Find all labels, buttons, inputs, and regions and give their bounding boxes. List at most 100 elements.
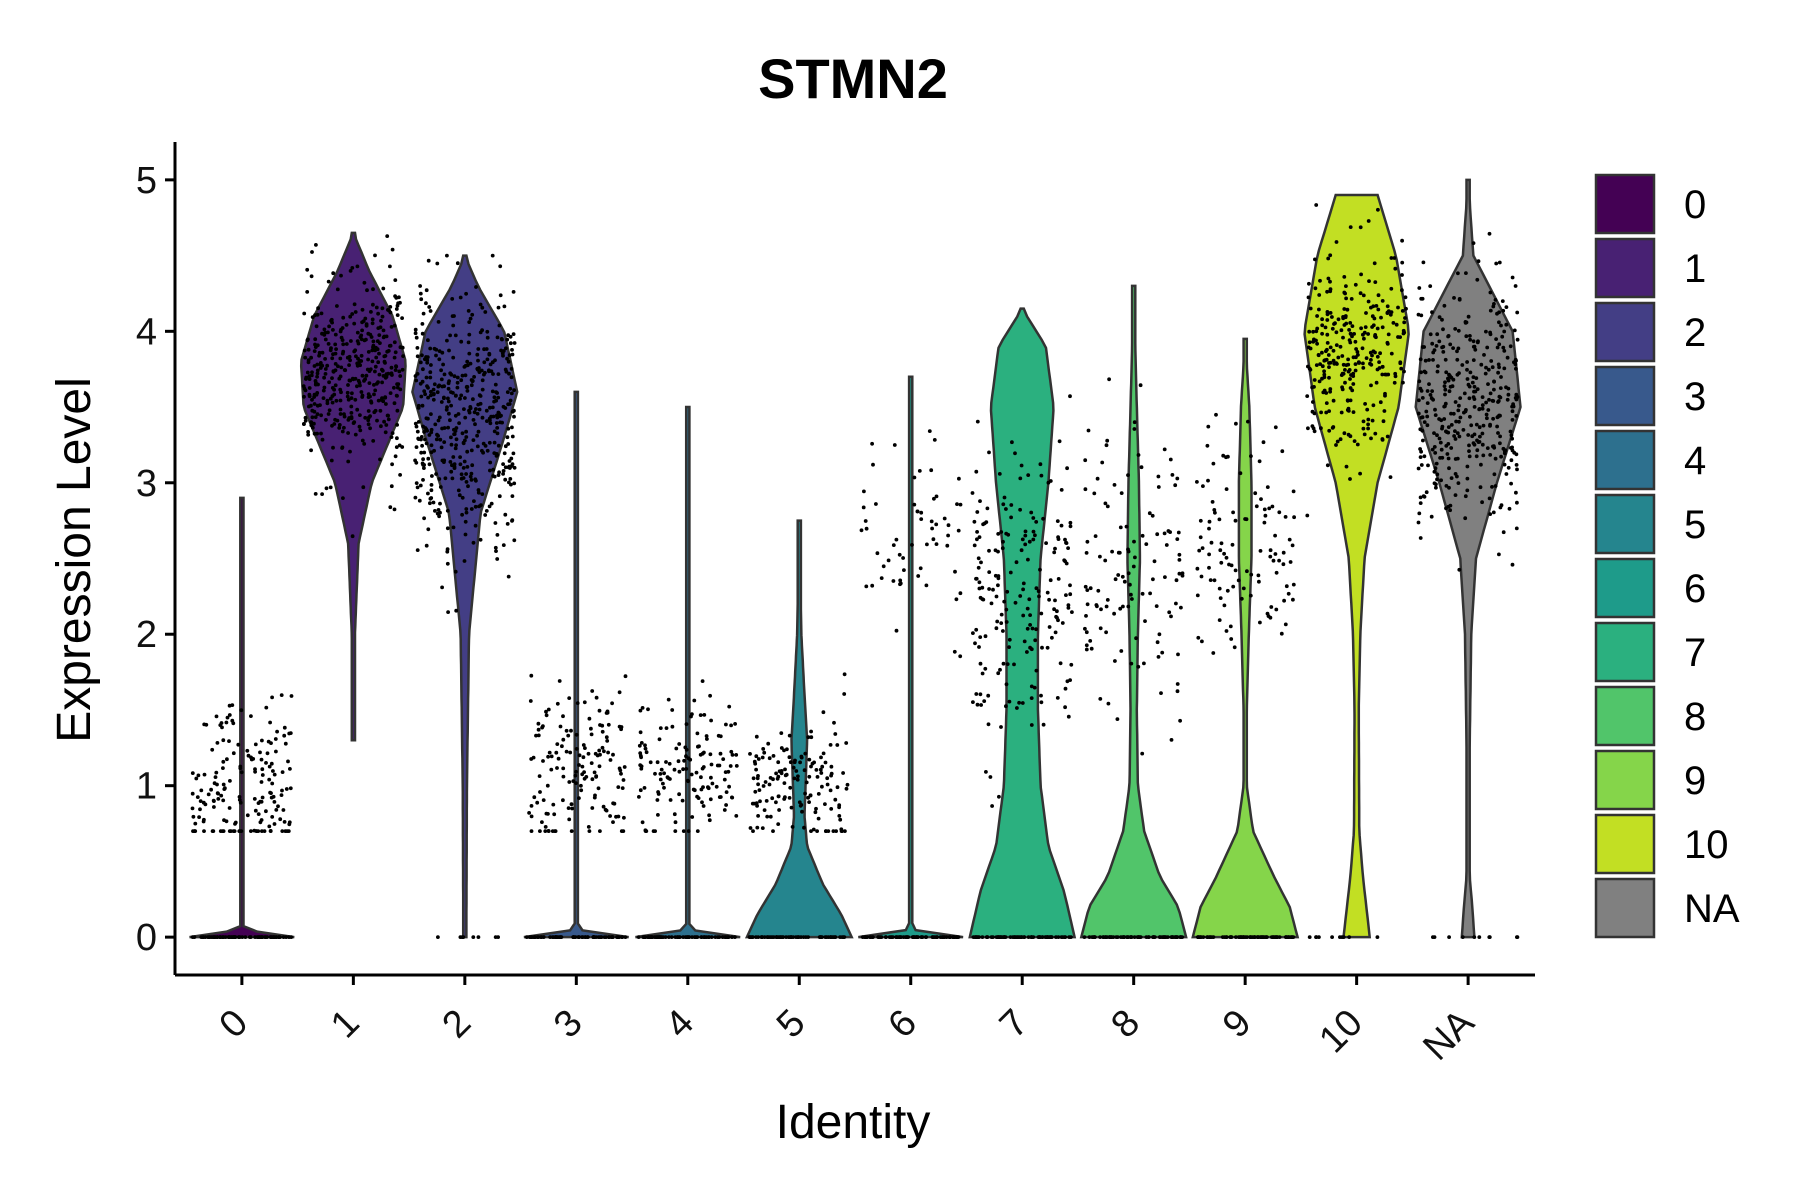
data-point [1351,355,1356,360]
data-point [1211,651,1216,655]
data-point [1371,323,1376,328]
data-point [249,829,253,833]
data-point [501,543,506,547]
data-point [497,470,501,475]
data-point [1446,430,1451,435]
data-point [617,690,622,695]
data-point [798,803,803,808]
data-point [350,391,354,396]
data-point [612,801,617,806]
data-point [1488,391,1493,396]
data-point [484,509,489,513]
data-point [1330,315,1334,319]
data-point [1461,428,1466,432]
data-point [366,422,371,427]
data-point [1446,425,1451,429]
data-point [1364,311,1368,315]
data-point [496,372,501,376]
data-point [1096,588,1101,593]
data-point [1369,436,1373,441]
data-point [463,519,468,524]
data-point [453,333,458,338]
data-point [1103,935,1108,939]
data-point [1018,476,1023,481]
data-point [319,413,323,418]
data-point [393,454,398,459]
data-point [476,347,481,351]
data-point [436,935,440,939]
violin-NA [1414,178,1522,939]
data-point [472,499,476,503]
legend-label-9: 9 [1684,759,1706,803]
data-point [216,797,221,801]
data-point [577,763,581,767]
data-point [553,829,558,833]
data-point [193,821,198,826]
data-point [1347,328,1351,332]
data-point [264,761,268,765]
data-point [1419,463,1424,467]
data-point [1504,322,1509,327]
data-point [487,369,491,374]
data-point [1311,329,1315,334]
data-point [1174,601,1178,606]
data-point [616,785,621,789]
data-point [355,264,360,269]
data-point [996,671,1001,676]
data-point [1059,523,1064,528]
data-point [1176,652,1180,657]
data-point [1270,504,1275,509]
data-point [349,404,354,409]
data-point [355,407,360,412]
data-point [1467,449,1471,453]
data-point [1353,362,1358,366]
data-point [1110,549,1114,554]
data-point [779,771,784,776]
data-point [842,692,847,696]
data-point [655,760,660,765]
data-point [448,460,453,464]
data-point [599,935,603,939]
data-point [260,795,265,800]
data-point [425,355,430,359]
data-point [392,340,397,345]
data-point [1443,387,1448,392]
data-point [437,514,441,519]
data-point [1211,935,1216,939]
data-point [313,492,318,496]
data-point [1008,935,1013,939]
data-point [1453,493,1458,497]
data-point [610,935,615,939]
data-point [997,794,1001,799]
x-tick-label-NA: NA [1415,1001,1482,1068]
data-point [426,258,431,263]
data-point [1442,384,1447,388]
data-point [433,509,437,513]
data-point [481,450,485,455]
data-point [366,331,371,336]
data-point [561,737,566,742]
data-point [1257,459,1262,464]
data-point [947,935,952,939]
data-point [265,751,270,756]
data-point [1508,344,1513,349]
data-point [443,476,448,481]
data-point [835,785,840,790]
data-point [1252,935,1257,939]
data-point [341,349,346,354]
data-point [754,801,759,806]
data-point [512,408,516,413]
data-point [376,326,381,330]
data-point [350,534,355,539]
data-point [689,772,694,777]
data-point [324,486,329,491]
data-point [680,798,685,803]
data-point [265,935,269,939]
data-point [1222,603,1227,608]
data-point [1495,415,1500,420]
data-point [1020,537,1025,542]
data-point [1140,591,1145,596]
data-point [1092,935,1097,939]
data-point [999,621,1004,625]
data-point [710,781,715,786]
